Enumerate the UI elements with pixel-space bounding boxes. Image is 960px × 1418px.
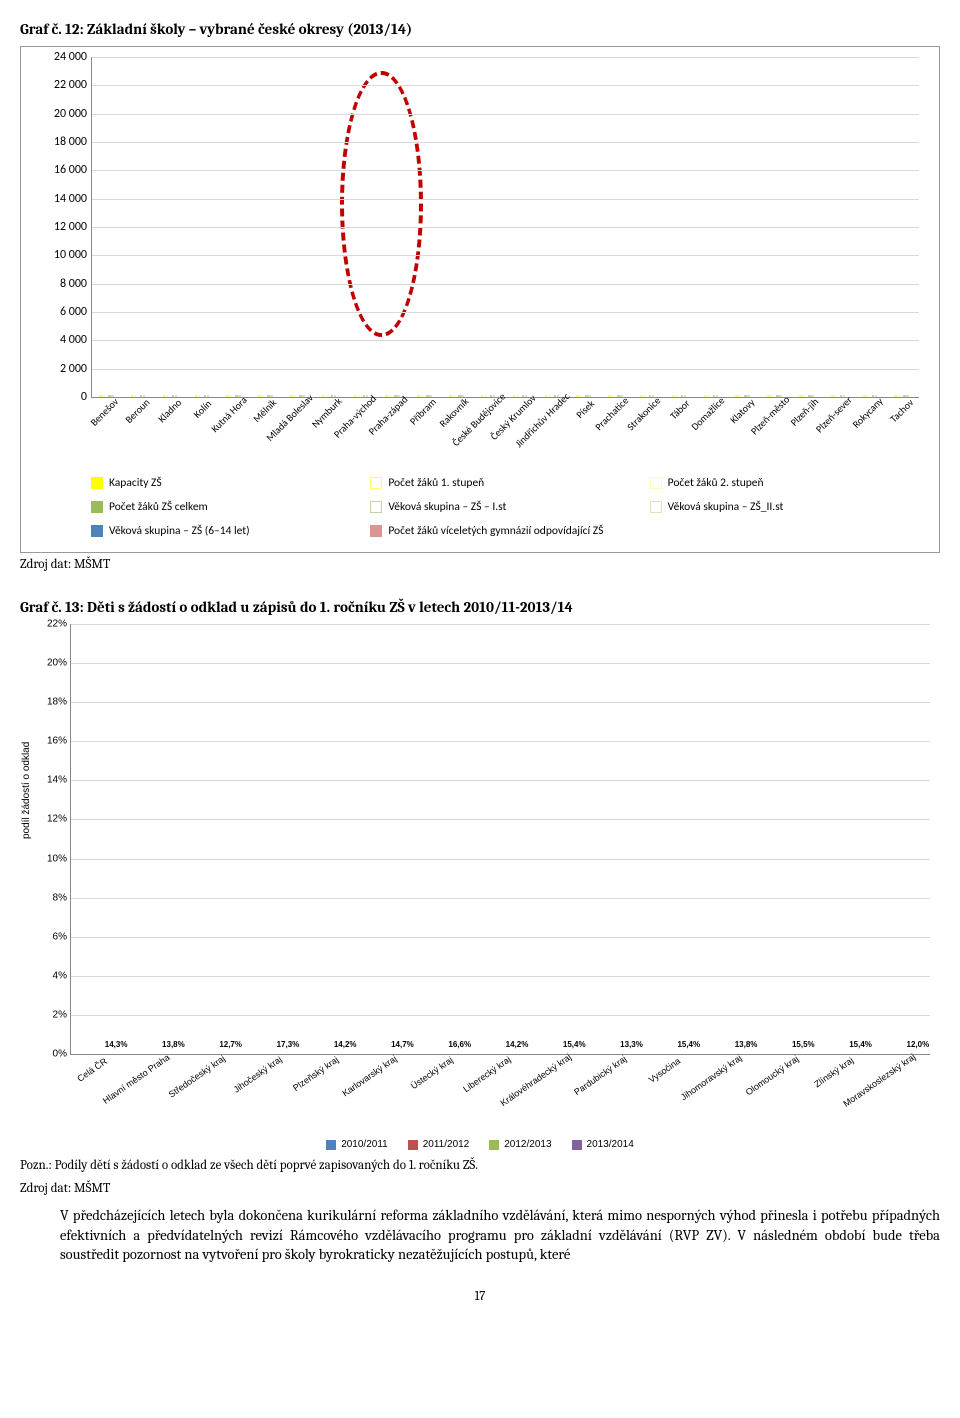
chart13-title: Graf č. 13: Děti s žádostí o odklad u zá… xyxy=(20,598,940,616)
chart12-title: Graf č. 12: Základní školy – vybrané čes… xyxy=(20,20,940,38)
chart13-frame: podíl žádostí o odklad 14,3%13,8%12,7%17… xyxy=(20,624,940,1150)
chart13-xlabels: Celá ČRHlavní město PrahaStředočeský kra… xyxy=(70,1055,930,1135)
chart12-xlabels: BenešovBerounKladnoKolínKutná HoraMělník… xyxy=(91,398,919,470)
chart12-frame: 02 0004 0006 0008 00010 00012 00014 0001… xyxy=(20,46,940,553)
chart12-legend: Kapacity ZŠPočet žáků 1. stupeňPočet žák… xyxy=(91,476,929,538)
chart12-source: Zdroj dat: MŠMT xyxy=(20,557,940,572)
chart12-plot: 02 0004 0006 0008 00010 00012 00014 0001… xyxy=(91,57,919,398)
body-paragraph: V předcházejících letech byla dokončena … xyxy=(60,1206,940,1265)
chart13-source: Zdroj dat: MŠMT xyxy=(20,1181,940,1196)
chart13-note: Pozn.: Podíly dětí s žádostí o odklad ze… xyxy=(20,1158,940,1173)
page-number: 17 xyxy=(20,1289,940,1304)
chart13-legend: 2010/20112011/20122012/20132013/2014 xyxy=(20,1139,940,1150)
chart13-bars: 14,3%13,8%12,7%17,3%14,2%14,7%16,6%14,2%… xyxy=(71,624,930,1054)
chart13-plot: podíl žádostí o odklad 14,3%13,8%12,7%17… xyxy=(70,624,930,1055)
